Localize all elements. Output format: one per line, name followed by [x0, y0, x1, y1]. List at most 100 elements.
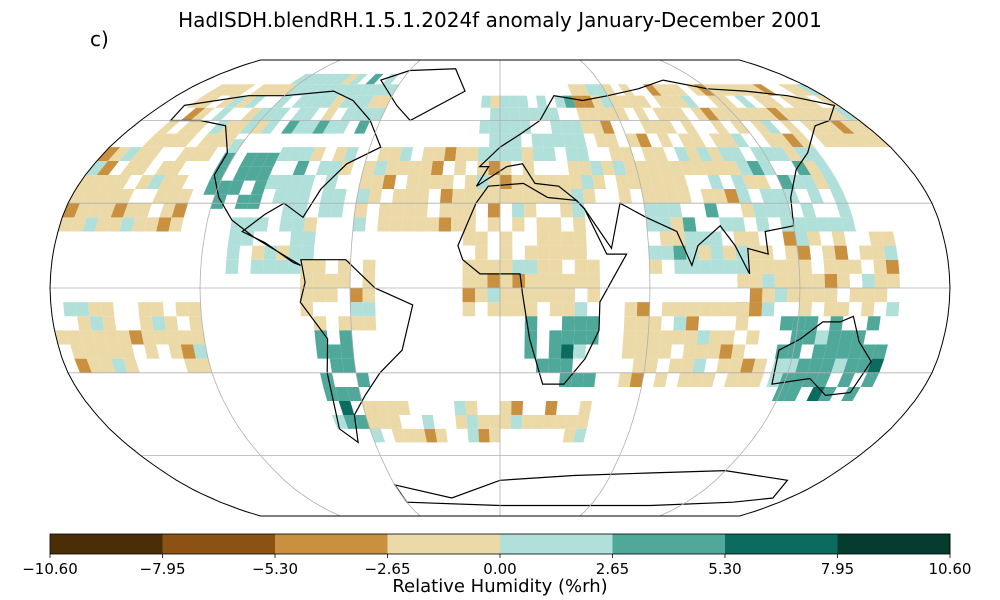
grid-cell-south-pacific [74, 358, 92, 373]
grid-cell-canada-arctic [329, 84, 349, 96]
grid-cell-canada-arctic [319, 95, 339, 108]
grid-cell-east-asia [760, 147, 781, 161]
grid-cell-canada-arctic [322, 120, 341, 134]
grid-cell-siberia [727, 84, 752, 96]
grid-cell-north-pacific [119, 160, 142, 175]
grid-cell-maritime-continent [784, 245, 799, 260]
grid-cell-australia [838, 330, 854, 345]
grid-cell-north-atlantic [370, 174, 385, 190]
grid-cell-europe [510, 133, 522, 148]
grid-cell-europe [510, 147, 523, 161]
grid-cell-south-pacific [88, 302, 102, 317]
grid-cell-north-pacific [158, 174, 178, 190]
grid-cell-indian-ocean [658, 344, 672, 359]
grid-cell-europe [573, 133, 587, 148]
grid-cell-australia [829, 316, 844, 331]
grid-cell-east-asia [791, 160, 812, 175]
grid-cell-central-america [302, 231, 316, 246]
grid-cell-central-asia [684, 147, 702, 161]
grid-cell-sahara [463, 217, 476, 232]
grid-cell-south-pacific [153, 330, 169, 345]
grid-cell-australia [814, 330, 830, 345]
grid-cell-south-pacific [164, 316, 179, 331]
grid-cell-maritime-continent [824, 273, 838, 288]
grid-cell-north-pacific [165, 160, 187, 175]
grid-cell-maritime-continent [885, 302, 900, 317]
grid-cell-north-pacific [110, 203, 128, 218]
grid-cell-central-asia [634, 160, 650, 175]
grid-cell-north-atlantic [387, 147, 403, 161]
grid-cell-south-asia [674, 259, 688, 274]
grid-cell-southern-ocean [575, 415, 590, 429]
grid-cell-europe [541, 133, 555, 148]
grid-cell-mediterranean [547, 189, 560, 204]
grid-cell-central-asia [707, 174, 724, 190]
grid-cell-south-asia [731, 217, 746, 232]
grid-cell-north-pacific [85, 160, 108, 175]
grid-cell-central-asia [641, 147, 657, 161]
grid-cell-east-asia [811, 174, 830, 190]
grid-cell-north-atlantic [466, 147, 479, 161]
grid-cell-maritime-continent [799, 288, 813, 303]
grid-cell-north-pacific [146, 174, 166, 190]
grid-cell-southern-ocean [488, 415, 500, 429]
coastline-2 [475, 79, 836, 275]
grid-cell-north-america-west [230, 84, 256, 96]
grid-cell-siberia [839, 120, 866, 134]
grid-cell-central-america [291, 217, 306, 232]
grid-cell-east-asia [735, 160, 754, 175]
grid-cell-europe [477, 147, 490, 161]
grid-cell-sahara [463, 203, 476, 218]
grid-cell-central-america [289, 231, 304, 246]
grid-cell-southern-africa [572, 344, 586, 359]
grid-cell-east-asia [727, 147, 747, 161]
grid-cell-central-america [250, 259, 264, 274]
grid-cell-north-pacific [94, 217, 111, 232]
grid-cell-western-usa [244, 166, 263, 181]
grid-cell-indian-ocean [752, 358, 768, 373]
grid-cell-canada-arctic [348, 73, 368, 85]
grid-cell-central-africa [462, 288, 476, 303]
grid-cell-central-africa [500, 288, 513, 303]
grid-cell-central-africa [500, 259, 513, 274]
grid-cell-north-pacific [197, 147, 218, 161]
grid-cell-maritime-continent [745, 231, 760, 246]
grid-cell-siberia [777, 84, 806, 96]
grid-cell-south-america-north [300, 273, 313, 288]
grid-cell-central-asia [701, 160, 719, 175]
grid-cell-canada-arctic [383, 84, 400, 96]
grid-cell-north-pacific [116, 189, 135, 204]
grid-cell-east-asia [755, 217, 771, 232]
grid-cell-siberia [735, 84, 761, 96]
grid-cell-canada-arctic [338, 84, 357, 96]
grid-cell-indian-ocean [723, 372, 740, 387]
grid-cell-maritime-continent [749, 288, 763, 303]
grid-cell-canada-arctic [306, 73, 330, 85]
grid-cell-southern-ocean [387, 415, 403, 429]
grid-cell-siberia [567, 84, 581, 96]
grid-cell-canada-arctic [250, 107, 273, 121]
grid-cell-north-pacific [58, 217, 75, 232]
grid-cell-southern-africa [561, 330, 575, 345]
grid-cell-siberia [634, 95, 652, 108]
grid-cell-southern-africa [560, 358, 573, 373]
grid-cell-north-america-west [196, 133, 219, 148]
grid-cell-eastern-usa [287, 147, 305, 161]
grid-cell-southern-africa [536, 358, 549, 373]
grid-cell-western-usa [239, 152, 259, 167]
grid-cell-indian-ocean [623, 316, 637, 331]
grid-cell-east-asia [816, 217, 832, 232]
grid-cell-south-pacific [128, 330, 144, 345]
grid-cell-south-pacific [66, 330, 83, 345]
grid-cell-europe [547, 107, 560, 121]
grid-cell-sahara [512, 217, 525, 232]
grid-cell-north-atlantic [414, 203, 428, 218]
grid-cell-canada-arctic [320, 107, 339, 121]
grid-cell-north-atlantic [352, 217, 367, 232]
grid-cell-indian-ocean [688, 372, 704, 387]
colorbar-tick-label: −10.60 [22, 560, 78, 578]
grid-cell-central-asia [695, 147, 713, 161]
grid-cell-north-pacific [68, 189, 88, 204]
grid-cell-canada-arctic [365, 73, 384, 85]
grid-cell-south-pacific [89, 316, 104, 331]
